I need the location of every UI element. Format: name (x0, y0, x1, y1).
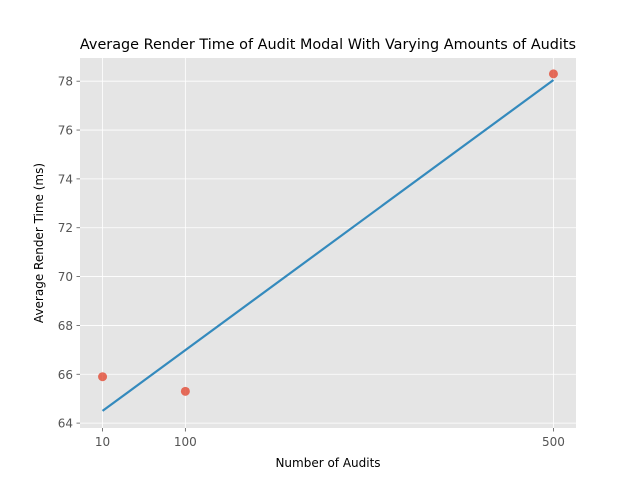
x-tick-label: 10 (95, 435, 110, 449)
y-axis-label: Average Render Time (ms) (32, 163, 46, 323)
y-axis-ticks: 64 66 68 70 72 74 76 78 (58, 75, 80, 431)
points-layer (98, 69, 558, 396)
grid (80, 58, 576, 428)
y-tick-label: 78 (58, 75, 73, 89)
y-tick-label: 66 (58, 368, 73, 382)
y-tick-label: 74 (58, 172, 73, 186)
fit-line (101, 79, 555, 412)
chart-title: Average Render Time of Audit Modal With … (80, 37, 576, 53)
data-point (180, 386, 190, 396)
x-axis-label: Number of Audits (275, 456, 380, 470)
x-tick-label: 100 (174, 435, 197, 449)
y-tick-label: 72 (58, 221, 73, 235)
y-tick-label: 76 (58, 124, 73, 138)
x-tick-label: 500 (542, 435, 565, 449)
y-tick-label: 70 (58, 270, 73, 284)
data-point (98, 372, 108, 382)
fit-line-layer (101, 79, 555, 412)
y-tick-label: 68 (58, 319, 73, 333)
y-tick-label: 64 (58, 417, 73, 431)
x-axis-ticks: 10 100 500 (95, 428, 565, 449)
data-point (548, 69, 558, 79)
